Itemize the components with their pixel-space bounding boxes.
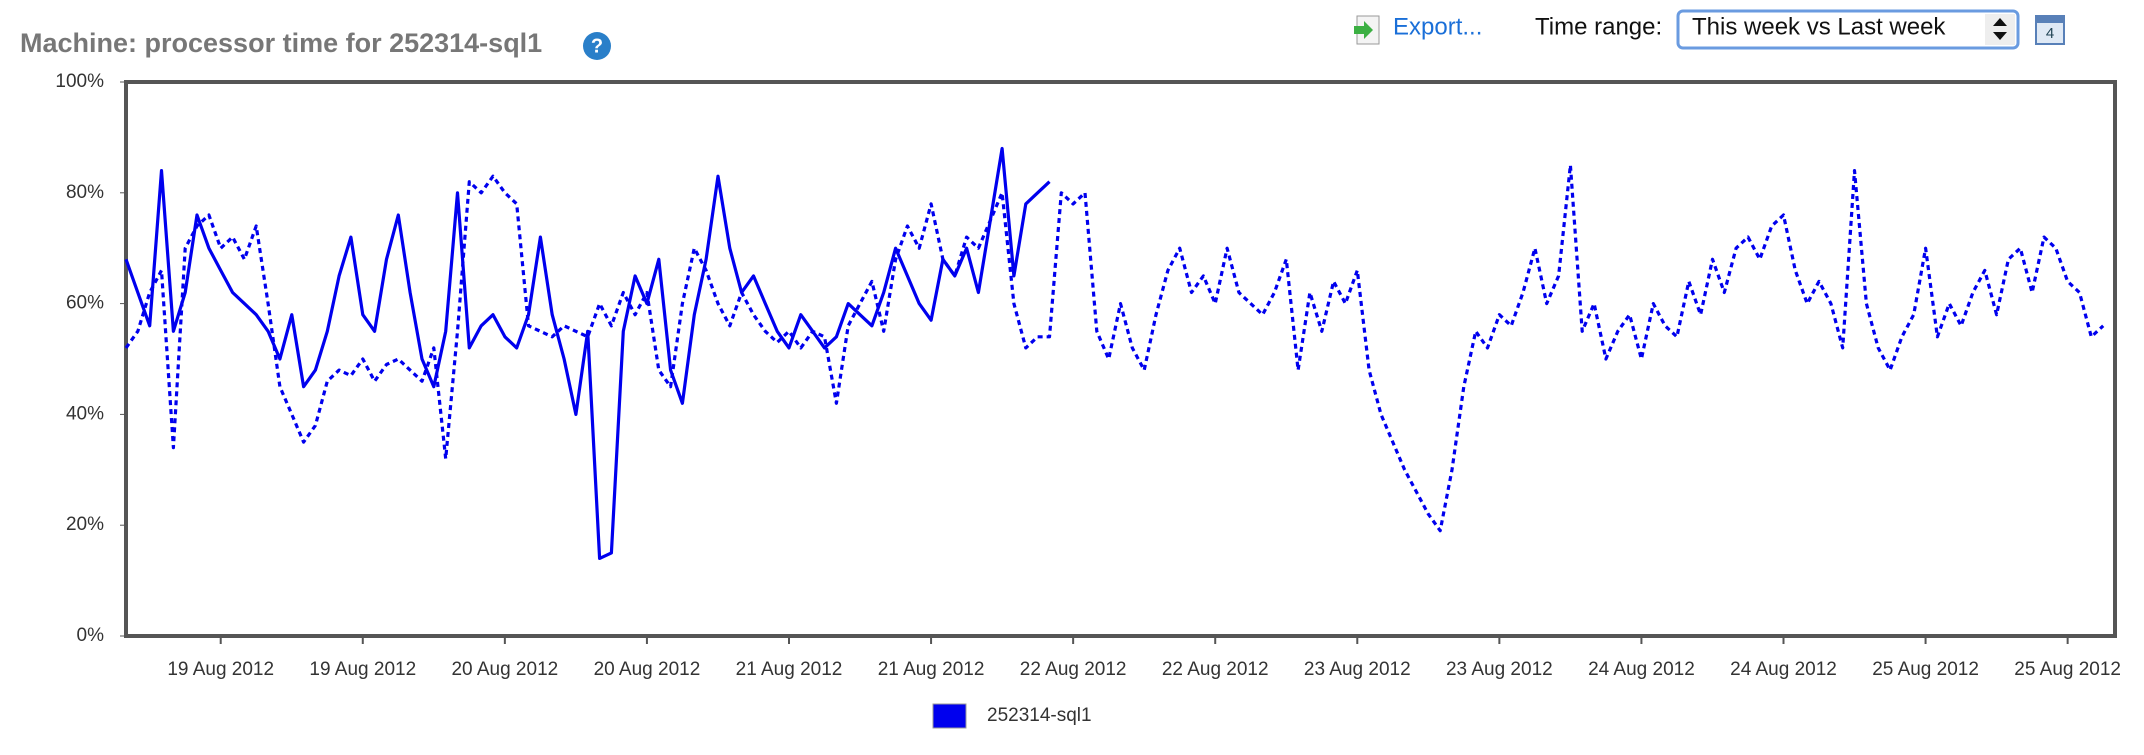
y-tick-label: 20% <box>66 514 104 535</box>
y-tick-label: 0% <box>77 625 105 646</box>
calendar-icon[interactable]: 4 <box>2035 15 2065 45</box>
x-tick-label: 19 Aug 2012 <box>309 659 416 680</box>
x-tick-label: 23 Aug 2012 <box>1304 659 1411 680</box>
y-tick-label: 40% <box>66 403 104 424</box>
plot-frame <box>124 80 2117 638</box>
x-tick-label: 23 Aug 2012 <box>1446 659 1553 680</box>
y-tick-label: 100% <box>55 71 104 92</box>
export-icon[interactable] <box>1354 15 1380 45</box>
y-tick-label: 80% <box>66 182 104 203</box>
time-range-value: This week vs Last week <box>1692 13 1946 40</box>
calendar-day: 4 <box>2046 25 2054 42</box>
x-tick-label: 21 Aug 2012 <box>878 659 985 680</box>
x-tick-label: 21 Aug 2012 <box>736 659 843 680</box>
time-range-label: Time range: <box>1535 13 1662 40</box>
series-line <box>124 163 2105 533</box>
x-tick-label: 20 Aug 2012 <box>451 659 558 680</box>
x-tick-label: 24 Aug 2012 <box>1730 659 1837 680</box>
time-range-select[interactable]: This week vs Last week <box>1676 9 2020 50</box>
chart-title: Machine: processor time for 252314-sql1 <box>20 28 542 58</box>
x-tick-label: 25 Aug 2012 <box>2014 659 2121 680</box>
x-tick-label: 24 Aug 2012 <box>1588 659 1695 680</box>
y-tick-label: 60% <box>66 293 104 314</box>
svg-text:?: ? <box>591 35 603 57</box>
help-icon[interactable]: ? <box>583 32 611 60</box>
x-tick-label: 20 Aug 2012 <box>594 659 701 680</box>
series-line <box>124 146 1051 560</box>
legend-label: 252314-sql1 <box>987 705 1092 726</box>
x-tick-label: 22 Aug 2012 <box>1162 659 1269 680</box>
x-tick-label: 22 Aug 2012 <box>1020 659 1127 680</box>
legend-swatch <box>932 703 967 729</box>
x-tick-label: 19 Aug 2012 <box>167 659 274 680</box>
export-link[interactable]: Export... <box>1393 13 1482 40</box>
x-tick-label: 25 Aug 2012 <box>1872 659 1979 680</box>
